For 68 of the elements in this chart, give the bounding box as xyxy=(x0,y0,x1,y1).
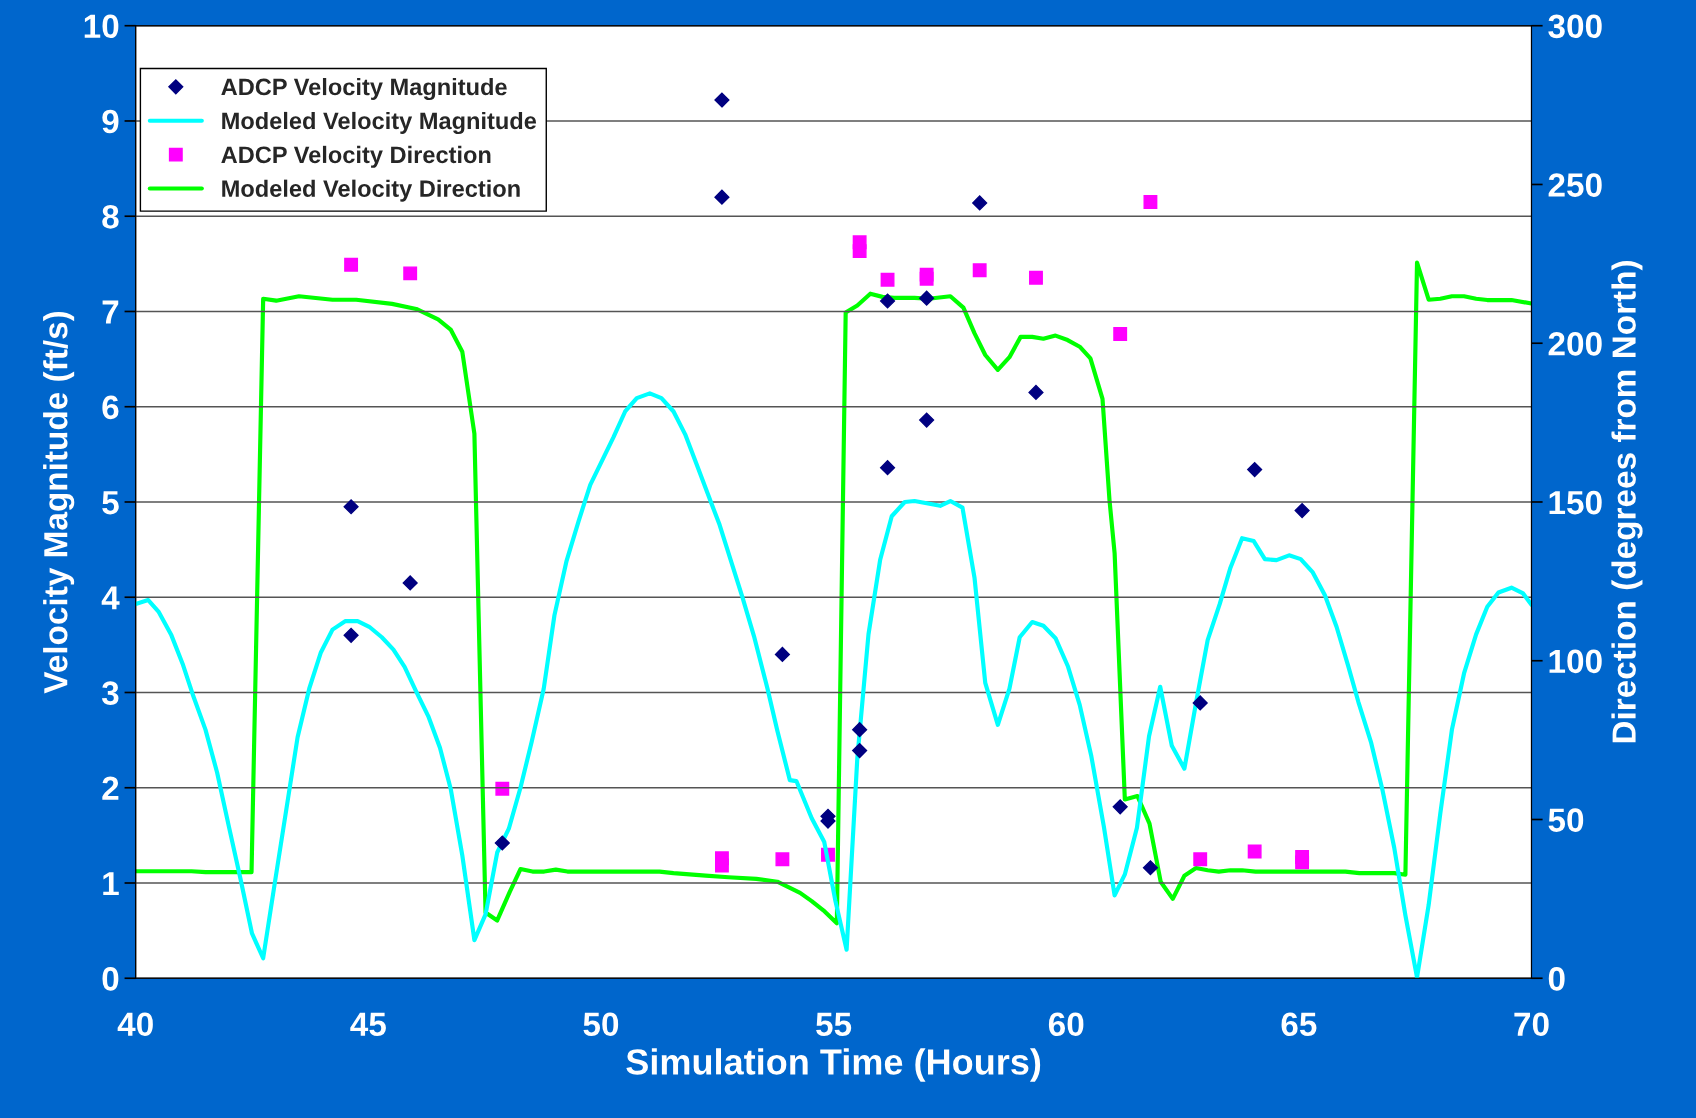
point xyxy=(879,460,896,476)
point xyxy=(1247,844,1262,859)
point xyxy=(774,646,790,662)
point xyxy=(852,244,867,259)
point xyxy=(919,271,934,286)
point xyxy=(972,195,988,211)
point xyxy=(494,835,510,851)
point xyxy=(919,412,935,428)
y-tick-label: 8 xyxy=(102,205,119,229)
point xyxy=(1113,327,1128,341)
y2-tick-label: 100 xyxy=(1549,649,1602,674)
y-tick-label: 5 xyxy=(102,491,119,515)
point xyxy=(344,257,359,272)
point xyxy=(972,263,987,278)
point xyxy=(880,272,895,287)
legend-label: ADCP Velocity Direction xyxy=(221,145,491,168)
point xyxy=(714,858,729,873)
point xyxy=(919,290,935,306)
point xyxy=(343,499,359,515)
y2-tick-label: 200 xyxy=(1548,332,1602,356)
y2-tick-label: 300 xyxy=(1548,14,1602,39)
point xyxy=(775,852,790,867)
point xyxy=(343,627,359,643)
point xyxy=(852,722,868,738)
point xyxy=(1295,855,1310,870)
y2-tick-label: 250 xyxy=(1548,173,1602,197)
y2-axis-title: Direction (degrees from North) xyxy=(1611,261,1643,743)
y2-tick-label: 150 xyxy=(1549,490,1602,515)
legend-label: ADCP Velocity Magnitude xyxy=(221,77,507,101)
point xyxy=(1192,695,1208,711)
point xyxy=(714,92,730,108)
x-tick-label: 70 xyxy=(1514,1012,1549,1037)
point xyxy=(714,189,730,205)
y-tick-label: 4 xyxy=(101,586,120,610)
point xyxy=(402,575,418,591)
x-tick-label: 50 xyxy=(583,1012,619,1037)
point xyxy=(495,781,510,796)
point xyxy=(1247,462,1263,478)
x-tick-label: 45 xyxy=(350,1012,386,1037)
y-tick-label: 6 xyxy=(102,395,119,420)
point xyxy=(1193,852,1208,867)
point xyxy=(852,743,868,759)
x-axis-title: Simulation Time (Hours) xyxy=(626,1048,1041,1082)
point xyxy=(1294,502,1310,519)
y2-tick-label: 50 xyxy=(1548,808,1584,832)
point xyxy=(403,266,418,281)
point xyxy=(1028,384,1044,401)
x-tick-label: 40 xyxy=(117,1012,153,1037)
y-axis-title: Velocity Magnitude (ft/s) xyxy=(43,311,75,694)
y-tick-label: 9 xyxy=(102,109,119,134)
y-tick-label: 0 xyxy=(102,967,119,991)
y-tick-label: 3 xyxy=(101,681,119,705)
line-series xyxy=(135,260,1532,926)
y-tick-label: 1 xyxy=(103,872,119,896)
x-tick-label: 60 xyxy=(1048,1012,1084,1037)
y-tick-label: 10 xyxy=(84,14,119,39)
legend-label: Modeled Velocity Direction xyxy=(222,179,520,202)
legend-label: Modeled Velocity Magnitude xyxy=(222,111,537,135)
point xyxy=(1142,860,1159,876)
x-tick-label: 65 xyxy=(1281,1012,1317,1037)
point xyxy=(1143,194,1158,209)
y-tick-label: 7 xyxy=(102,300,119,324)
point xyxy=(1112,799,1128,815)
y2-tick-label: 0 xyxy=(1548,967,1565,991)
y-tick-label: 2 xyxy=(102,776,119,800)
x-tick-label: 55 xyxy=(816,1012,852,1037)
point xyxy=(1029,270,1043,285)
point xyxy=(879,293,896,309)
